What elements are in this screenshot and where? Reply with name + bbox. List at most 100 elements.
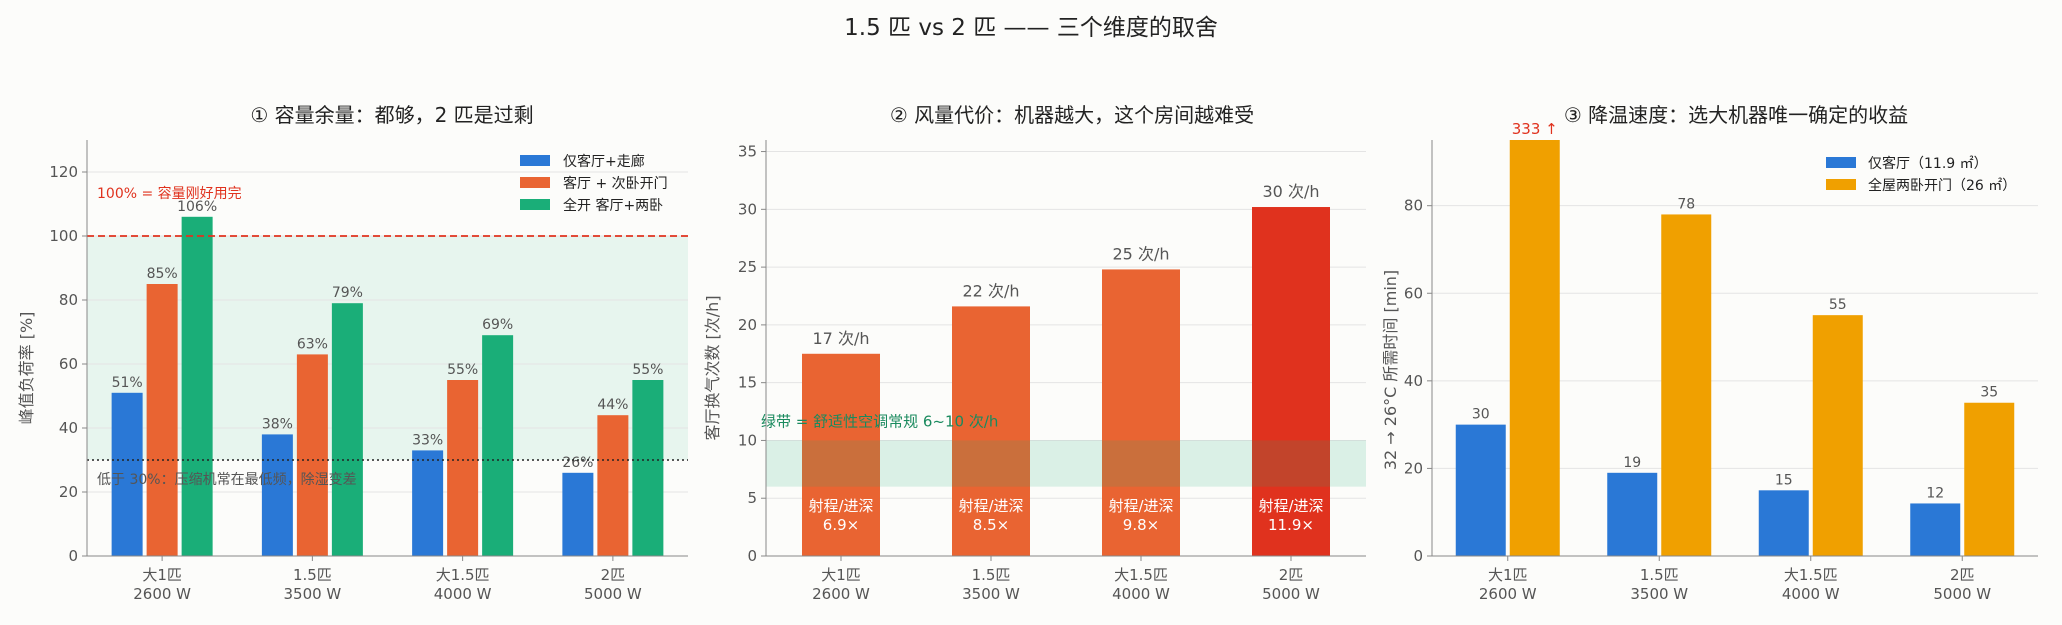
- bar-value-label: 106%: [177, 199, 217, 215]
- bar-inner-value: 9.8×: [1123, 516, 1159, 534]
- panel3-ylabel: 32 → 26°C 所需时间 [min]: [1381, 270, 1400, 470]
- legend-label: 仅客厅（11.9 ㎡）: [1868, 155, 1988, 172]
- bar: [1812, 315, 1863, 556]
- legend-label: 全开 客厅+两卧: [563, 197, 663, 214]
- y-tick-label: 60: [59, 355, 78, 373]
- x-tick-sublabel: 4000 W: [434, 585, 492, 603]
- panel-capacity: ① 容量余量：都够，2 匹是过剩 峰值负荷率 [%] 0 20 40 60 80 100 1…: [17, 103, 688, 603]
- comfort-band: [766, 440, 1366, 487]
- bar: [412, 450, 444, 556]
- x-tick-label: 2匹: [1950, 566, 1975, 584]
- legend-swatch: [1826, 179, 1856, 190]
- x-tick-label: 2匹: [601, 566, 626, 584]
- x-tick-label: 大1.5匹: [1114, 566, 1168, 584]
- y-tick-label: 120: [49, 163, 78, 181]
- bar-value-label: 69%: [482, 317, 513, 333]
- bar-value-label: 55%: [447, 362, 478, 378]
- bar: [1102, 269, 1180, 556]
- bar-value-label: 15: [1775, 472, 1793, 488]
- y-tick-label: 40: [59, 419, 78, 437]
- bar-value-label: 55: [1829, 297, 1847, 313]
- bar-value-label: 30: [1472, 407, 1490, 423]
- y-tick-label: 5: [747, 489, 757, 507]
- x-tick-sublabel: 2600 W: [1479, 585, 1537, 603]
- bar: [1910, 503, 1961, 556]
- bar: [146, 284, 178, 556]
- panel3-title: ③ 降温速度：选大机器唯一确定的收益: [1564, 103, 1908, 127]
- y-tick-label: 20: [1404, 459, 1423, 477]
- y-tick-label: 25: [738, 258, 757, 276]
- y-tick-label: 100: [49, 227, 78, 245]
- x-tick-sublabel: 3500 W: [283, 585, 341, 603]
- y-tick-label: 40: [1404, 372, 1423, 390]
- bar-value-label: 33%: [412, 432, 443, 448]
- y-tick-label: 30: [738, 200, 757, 218]
- x-tick-label: 2匹: [1279, 566, 1304, 584]
- bar-value-label: 22 次/h: [963, 281, 1020, 300]
- bar-value-label: 51%: [112, 375, 143, 391]
- bar-value-label: 38%: [262, 416, 293, 432]
- bar-value-label: 17 次/h: [813, 329, 870, 348]
- bar-value-label: 78: [1677, 196, 1695, 212]
- bar: [1758, 490, 1809, 556]
- bar-inner-value: 6.9×: [823, 516, 859, 534]
- bar-value-label: 25 次/h: [1113, 244, 1170, 263]
- legend-swatch: [520, 199, 550, 210]
- legend-swatch: [520, 177, 550, 188]
- y-tick-label: 20: [738, 316, 757, 334]
- x-tick-sublabel: 2600 W: [133, 585, 191, 603]
- comfort-band-label: 绿带 = 舒适性空调常规 6~10 次/h: [761, 412, 998, 430]
- bar: [261, 434, 293, 556]
- x-tick-sublabel: 2600 W: [812, 585, 870, 603]
- figure-title: 1.5 匹 vs 2 匹 —— 三个维度的取舍: [844, 15, 1218, 41]
- y-tick-label: 0: [1413, 547, 1423, 565]
- bar-value-label: 26%: [562, 455, 593, 471]
- y-tick-label: 35: [738, 143, 757, 161]
- bar: [447, 380, 479, 556]
- x-tick-label: 大1.5匹: [436, 566, 490, 584]
- panel1-title: ① 容量余量：都够，2 匹是过剩: [250, 103, 533, 127]
- x-tick-label: 大1匹: [1488, 566, 1528, 584]
- bar: [1455, 424, 1506, 556]
- x-tick-sublabel: 3500 W: [962, 585, 1020, 603]
- bar-value-label: 85%: [147, 266, 178, 282]
- bar: [1964, 402, 2015, 556]
- bar-inner-label: 射程/进深: [808, 497, 873, 515]
- x-tick-label: 1.5匹: [293, 566, 332, 584]
- bar: [331, 303, 363, 556]
- x-tick-label: 1.5匹: [1640, 566, 1679, 584]
- bar: [562, 472, 594, 556]
- capacity-ref-label: 100% = 容量刚好用完: [97, 185, 242, 202]
- bar-value-label: 55%: [632, 362, 663, 378]
- bar-value-label: 63%: [297, 336, 328, 352]
- x-tick-sublabel: 5000 W: [1262, 585, 1320, 603]
- bar-value-label: 333 ↑: [1512, 120, 1558, 138]
- x-tick-label: 大1匹: [821, 566, 861, 584]
- y-tick-label: 15: [738, 374, 757, 392]
- x-tick-sublabel: 3500 W: [1630, 585, 1688, 603]
- bar-inner-value: 8.5×: [973, 516, 1009, 534]
- bar: [1509, 140, 1560, 556]
- x-tick-label: 1.5匹: [972, 566, 1011, 584]
- bar: [482, 335, 514, 556]
- legend-label: 仅客厅+走廊: [563, 153, 645, 170]
- bar: [111, 392, 143, 556]
- panel-cooling-speed: ③ 降温速度：选大机器唯一确定的收益 32 → 26°C 所需时间 [min] …: [1381, 103, 2038, 603]
- x-tick-label: 大1匹: [142, 566, 182, 584]
- bar-value-label: 12: [1926, 485, 1944, 501]
- bar: [181, 216, 213, 557]
- bar: [597, 415, 629, 556]
- y-tick-label: 10: [738, 431, 757, 449]
- panel2-ylabel: 客厅换气次数 [次/h]: [703, 295, 722, 440]
- y-tick-label: 20: [59, 483, 78, 501]
- bar: [802, 353, 880, 556]
- bar-inner-label: 射程/进深: [1108, 497, 1173, 515]
- panel2-title: ② 风量代价：机器越大，这个房间越难受: [890, 103, 1254, 127]
- legend-swatch: [520, 155, 550, 166]
- bar-value-label: 79%: [332, 285, 363, 301]
- bar: [1607, 472, 1658, 556]
- bar-inner-label: 射程/进深: [958, 497, 1023, 515]
- bar: [952, 306, 1030, 556]
- panel1-ylabel: 峰值负荷率 [%]: [17, 312, 36, 425]
